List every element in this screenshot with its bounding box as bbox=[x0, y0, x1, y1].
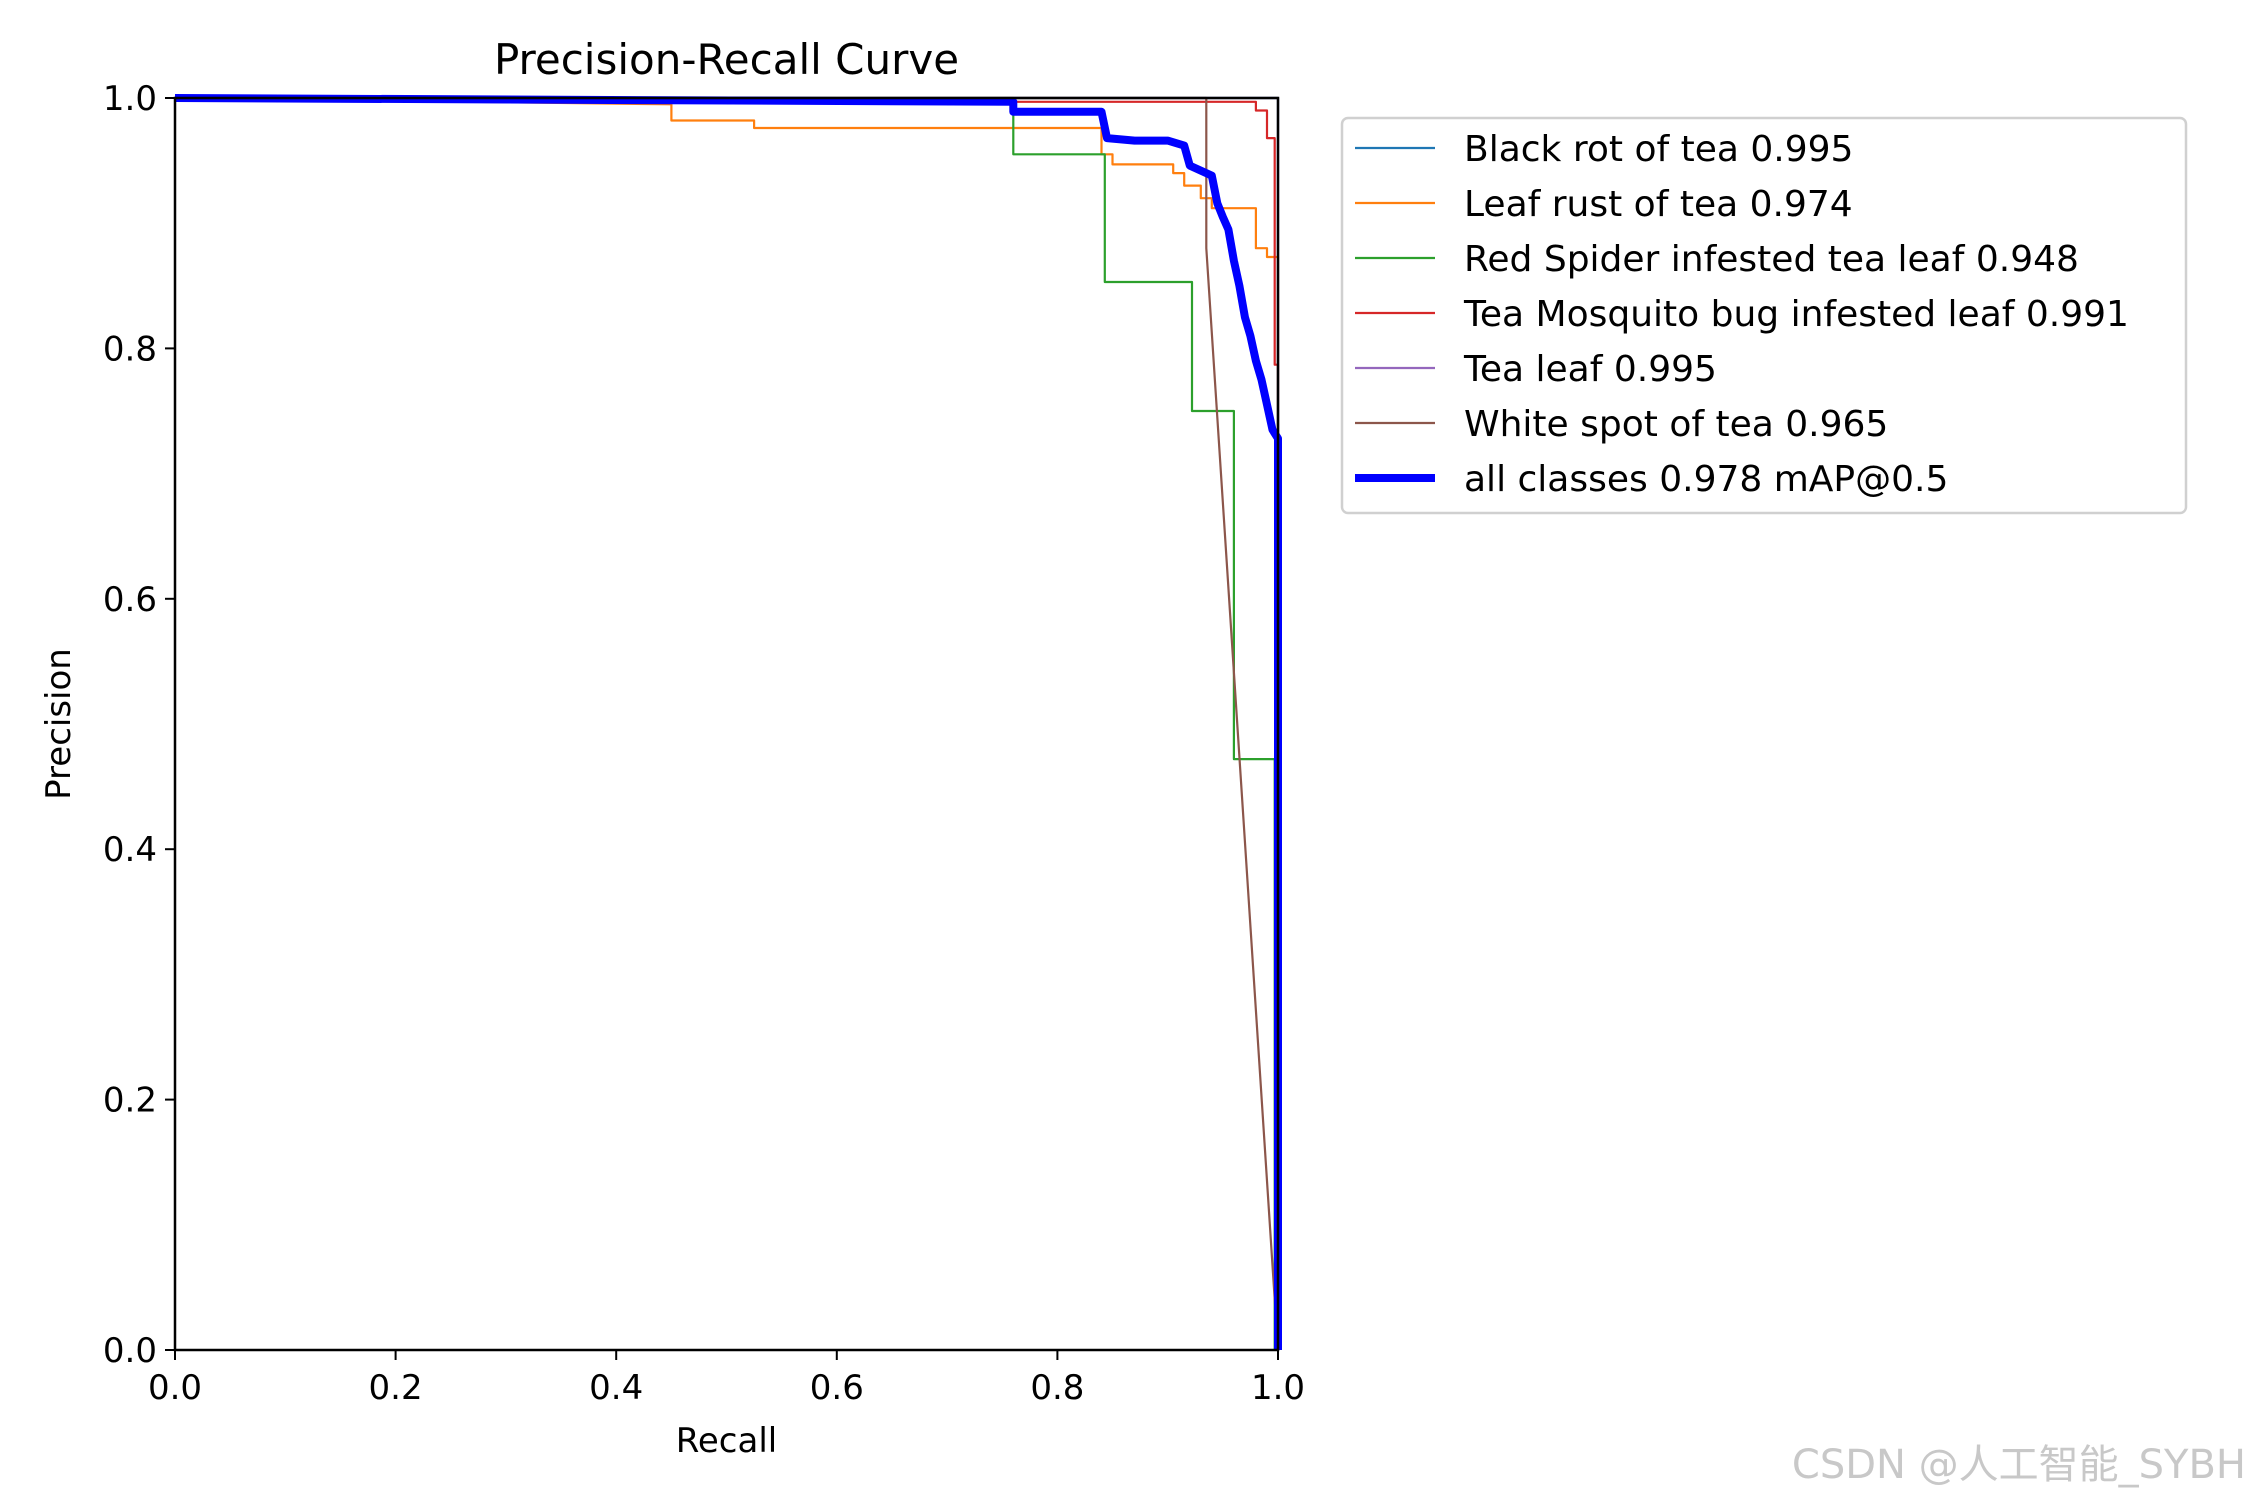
y-tick-label: 1.0 bbox=[103, 79, 157, 119]
series-line-6 bbox=[174, 94, 1282, 1350]
chart-title: Precision-Recall Curve bbox=[494, 35, 959, 84]
series-line-4 bbox=[175, 96, 1280, 1350]
legend-label: Leaf rust of tea 0.974 bbox=[1464, 184, 1853, 225]
series-line-5 bbox=[175, 96, 1280, 1351]
x-axis-label: Recall bbox=[676, 1421, 777, 1461]
curve-layer bbox=[174, 94, 1282, 1351]
y-tick-label: 0.4 bbox=[103, 830, 157, 870]
y-axis-label: Precision bbox=[39, 648, 79, 800]
x-tick-label: 1.0 bbox=[1251, 1368, 1305, 1408]
series-line-2 bbox=[175, 96, 1276, 1350]
legend-label: Red Spider infested tea leaf 0.948 bbox=[1464, 239, 2079, 280]
x-tick-label: 0.6 bbox=[810, 1368, 864, 1408]
legend-label: White spot of tea 0.965 bbox=[1464, 404, 1888, 445]
series-line-3 bbox=[175, 96, 1280, 1350]
x-tick-label: 0.0 bbox=[148, 1368, 202, 1408]
legend-label: Black rot of tea 0.995 bbox=[1464, 129, 1853, 170]
x-tick-label: 0.2 bbox=[369, 1368, 423, 1408]
x-tick-label: 0.4 bbox=[589, 1368, 643, 1408]
x-axis: 0.0 0.2 0.4 0.6 0.8 1.0 bbox=[148, 1350, 1305, 1408]
y-tick-label: 0.8 bbox=[103, 329, 157, 369]
watermark-text: CSDN @人工智能_SYBH bbox=[1792, 1442, 2246, 1488]
legend-label: Tea leaf 0.995 bbox=[1463, 349, 1717, 390]
y-tick-label: 0.0 bbox=[103, 1331, 157, 1371]
x-tick-label: 0.8 bbox=[1030, 1368, 1084, 1408]
legend-label: all classes 0.978 mAP@0.5 bbox=[1464, 459, 1948, 500]
legend-box bbox=[1340, 116, 2188, 515]
legend: Black rot of tea 0.995 Leaf rust of tea 0… bbox=[1340, 116, 2188, 515]
series-line-0 bbox=[175, 96, 1280, 1350]
series-line-1 bbox=[174, 96, 1280, 1350]
y-tick-label: 0.2 bbox=[103, 1081, 157, 1121]
plot-area-frame bbox=[173, 96, 1280, 1352]
y-axis: 0.0 0.2 0.4 0.6 0.8 1.0 bbox=[103, 79, 175, 1371]
legend-label: Tea Mosquito bug infested leaf 0.991 bbox=[1463, 294, 2129, 335]
y-tick-label: 0.6 bbox=[103, 580, 157, 620]
